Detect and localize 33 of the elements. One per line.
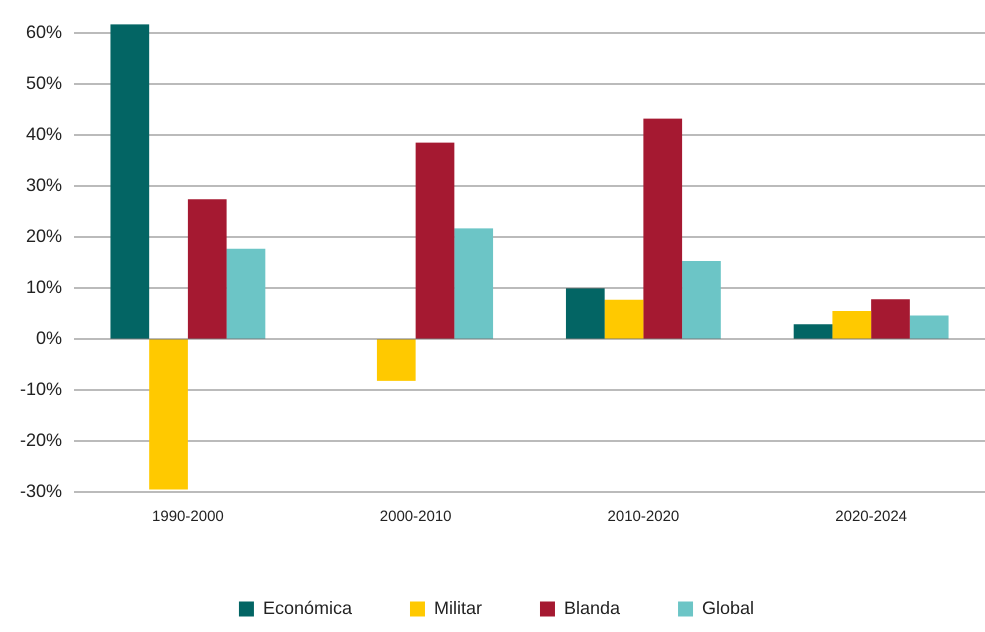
bar (110, 24, 150, 338)
x-tick-label: 2020-2024 (835, 508, 907, 526)
y-tick-label: 10% (26, 276, 62, 297)
y-tick-label: 30% (26, 174, 62, 195)
y-tick-label: 40% (26, 124, 62, 144)
bar (682, 260, 721, 338)
y-tick-label: 60% (26, 22, 62, 42)
bar (910, 316, 949, 338)
y-tick-label: -30% (20, 480, 62, 501)
y-tick-label: -20% (20, 430, 62, 450)
bar (604, 300, 644, 338)
y-tick-label: 50% (26, 72, 62, 93)
y-tick-label: -10% (20, 378, 62, 399)
x-tick-label: 2010-2020 (608, 508, 680, 526)
bar (871, 299, 910, 338)
bar (566, 288, 605, 338)
bar (832, 310, 872, 338)
y-tick-label: 0% (36, 328, 62, 348)
x-tick-label: 1990-2000 (152, 508, 224, 526)
bar (149, 340, 188, 490)
bar (454, 228, 494, 338)
bar (416, 142, 454, 338)
legend-label: Militar (434, 598, 482, 618)
y-tick-label: 20% (26, 226, 62, 246)
x-tick-label: 2000-2010 (380, 508, 452, 526)
legend-label: Económica (262, 598, 353, 618)
bar (643, 118, 682, 338)
bar (226, 248, 266, 338)
bar (794, 324, 832, 338)
bar (188, 199, 227, 338)
legend-label: Global (702, 598, 754, 618)
legend-label: Blanda (564, 598, 622, 618)
bar (376, 340, 416, 381)
